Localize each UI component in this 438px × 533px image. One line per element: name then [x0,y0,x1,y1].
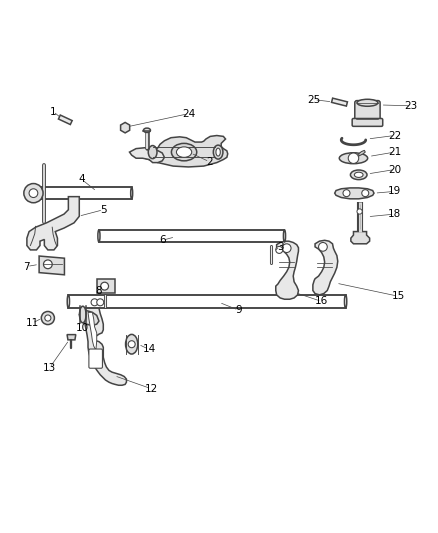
Text: 7: 7 [24,262,30,271]
FancyBboxPatch shape [31,188,132,199]
Text: 1: 1 [50,107,57,117]
Text: 21: 21 [388,147,401,157]
Ellipse shape [67,295,70,308]
Text: 14: 14 [142,344,156,354]
Circle shape [357,209,362,214]
Circle shape [343,190,350,197]
Text: 20: 20 [388,165,401,175]
Ellipse shape [126,334,138,354]
Ellipse shape [354,172,363,177]
Circle shape [29,189,38,198]
Circle shape [45,315,51,321]
Text: 12: 12 [145,384,158,394]
Circle shape [91,299,98,306]
Circle shape [318,243,327,251]
Circle shape [41,311,54,325]
Ellipse shape [344,295,347,308]
Ellipse shape [357,99,378,106]
Ellipse shape [98,230,100,242]
Ellipse shape [216,148,220,156]
FancyBboxPatch shape [355,101,380,122]
Ellipse shape [350,170,367,180]
Polygon shape [359,150,365,156]
FancyBboxPatch shape [352,118,383,126]
Ellipse shape [131,188,133,199]
Polygon shape [313,240,338,295]
Polygon shape [351,231,370,244]
Text: 10: 10 [76,322,89,333]
Polygon shape [97,279,115,293]
Polygon shape [332,98,347,106]
Polygon shape [27,197,79,250]
Text: 16: 16 [315,296,328,306]
Circle shape [362,190,369,197]
Polygon shape [276,241,298,299]
Text: 24: 24 [182,109,195,119]
FancyBboxPatch shape [68,295,346,308]
Text: 5: 5 [100,205,106,215]
Text: 23: 23 [404,101,418,111]
Polygon shape [39,256,64,275]
Ellipse shape [213,145,223,159]
Circle shape [97,299,104,306]
Circle shape [276,246,283,253]
Circle shape [283,244,291,253]
FancyBboxPatch shape [89,349,102,368]
Polygon shape [335,188,374,199]
Polygon shape [79,310,99,326]
Ellipse shape [283,230,286,242]
Circle shape [24,183,43,203]
Text: 15: 15 [392,291,405,301]
Circle shape [348,153,359,164]
Text: 4: 4 [78,174,85,184]
Ellipse shape [148,146,157,159]
Text: 25: 25 [307,95,321,104]
Text: 13: 13 [43,363,56,373]
Polygon shape [83,299,127,385]
Polygon shape [145,135,228,167]
Text: 2: 2 [206,157,213,167]
FancyBboxPatch shape [99,230,285,242]
Ellipse shape [339,153,367,164]
Polygon shape [130,148,164,163]
Polygon shape [67,335,76,340]
Text: 19: 19 [388,187,401,196]
Polygon shape [58,115,72,125]
Text: 8: 8 [95,286,102,295]
Polygon shape [88,312,97,350]
Text: 3: 3 [277,242,283,252]
Circle shape [43,260,52,269]
Text: 6: 6 [159,235,166,245]
Text: 11: 11 [25,318,39,328]
Text: 18: 18 [388,209,401,219]
Text: 22: 22 [388,131,401,141]
Circle shape [101,282,109,290]
Ellipse shape [30,188,32,199]
Ellipse shape [177,147,192,157]
Circle shape [128,341,135,348]
Ellipse shape [171,143,197,161]
Text: 9: 9 [235,305,242,315]
Polygon shape [120,123,130,133]
Ellipse shape [144,128,150,133]
Ellipse shape [80,306,86,323]
